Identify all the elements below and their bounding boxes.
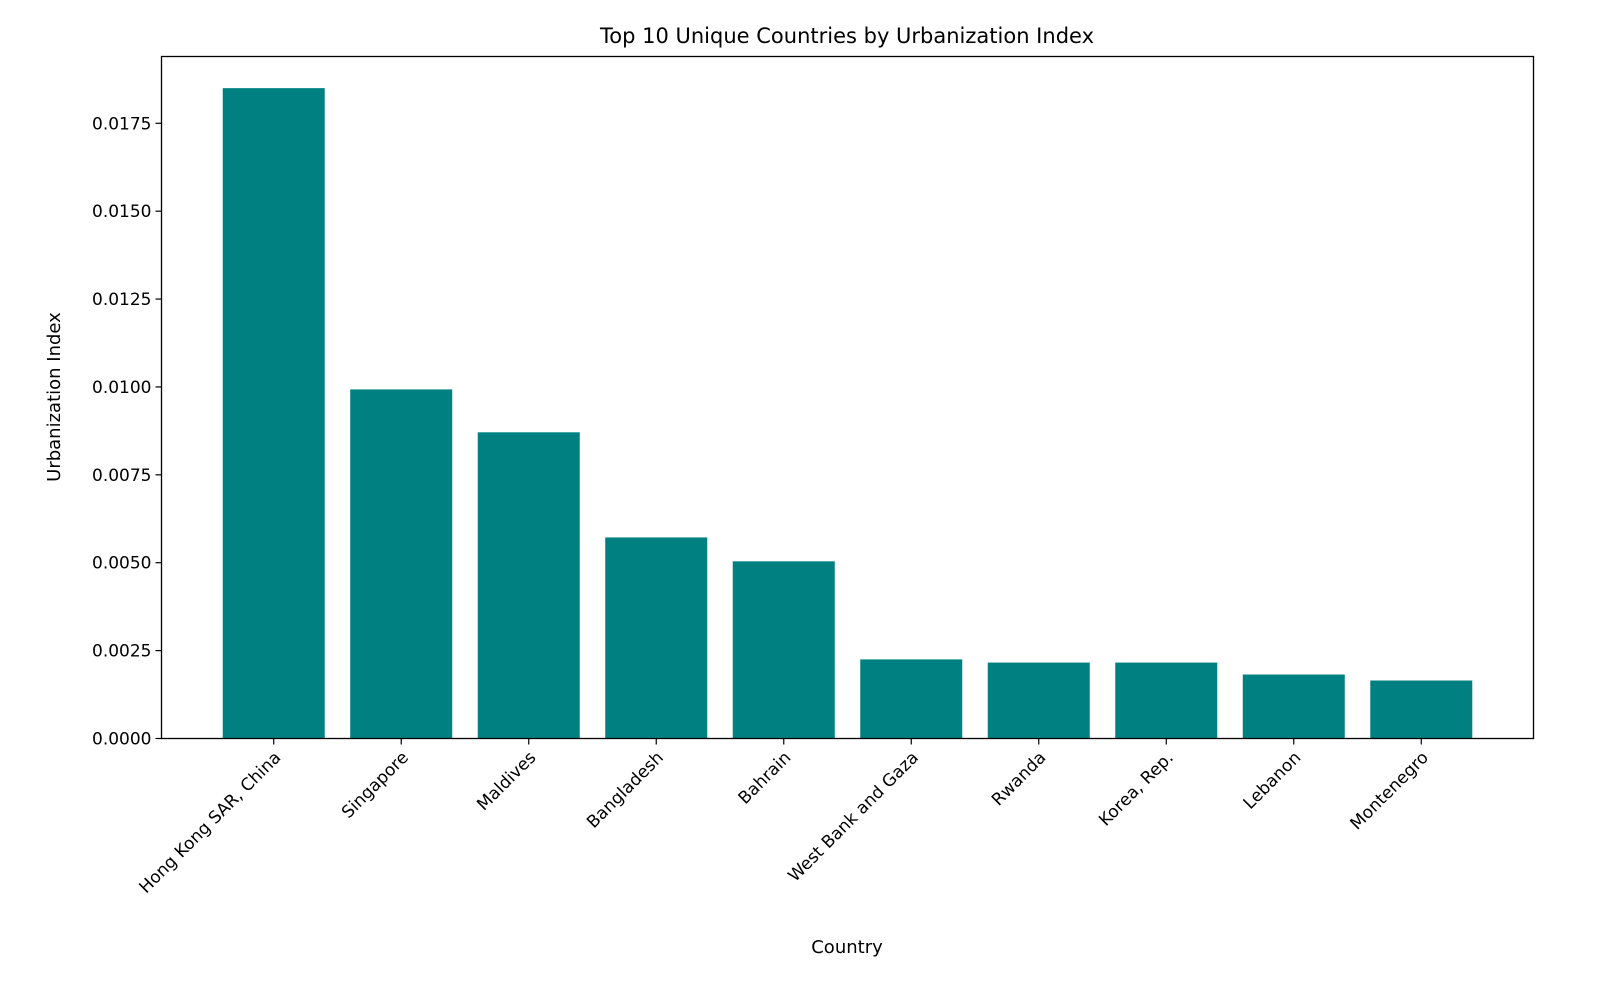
x-tick-label: Montenegro: [1347, 748, 1433, 834]
bar: [605, 537, 708, 739]
x-axis-label: Country: [811, 937, 883, 958]
x-tick-label: Bangladesh: [583, 748, 668, 833]
bar: [860, 659, 963, 739]
x-tick-label: Rwanda: [988, 748, 1050, 810]
y-tick-label: 0.0050: [92, 554, 151, 574]
y-axis-label: Urbanization Index: [44, 312, 65, 482]
x-tick-label: Korea, Rep.: [1095, 748, 1178, 831]
y-tick-label: 0.0175: [92, 114, 151, 134]
x-tick-label: Lebanon: [1240, 748, 1306, 814]
bar: [732, 561, 835, 739]
x-tick-label: West Bank and Gaza: [784, 748, 922, 886]
bar: [350, 389, 453, 739]
bar: [1242, 674, 1345, 739]
bar: [1370, 680, 1473, 739]
y-tick-label: 0.0025: [92, 642, 151, 662]
bar: [987, 662, 1090, 739]
y-tick-label: 0.0075: [92, 466, 151, 486]
x-tick-label: Hong Kong SAR, China: [136, 748, 286, 898]
bar: [477, 432, 580, 739]
x-tick-label: Singapore: [338, 748, 413, 823]
x-tick-label: Bahrain: [735, 748, 796, 809]
chart-title: Top 10 Unique Countries by Urbanization …: [599, 24, 1094, 48]
y-tick-label: 0.0125: [92, 290, 151, 310]
y-tick-label: 0.0000: [92, 730, 151, 750]
x-tick-label: Maldives: [473, 748, 540, 815]
y-tick-label: 0.0150: [92, 202, 151, 222]
bar: [222, 88, 325, 739]
bar: [1115, 662, 1218, 739]
plot-frame: [160, 55, 1535, 740]
y-tick-label: 0.0100: [92, 378, 151, 398]
